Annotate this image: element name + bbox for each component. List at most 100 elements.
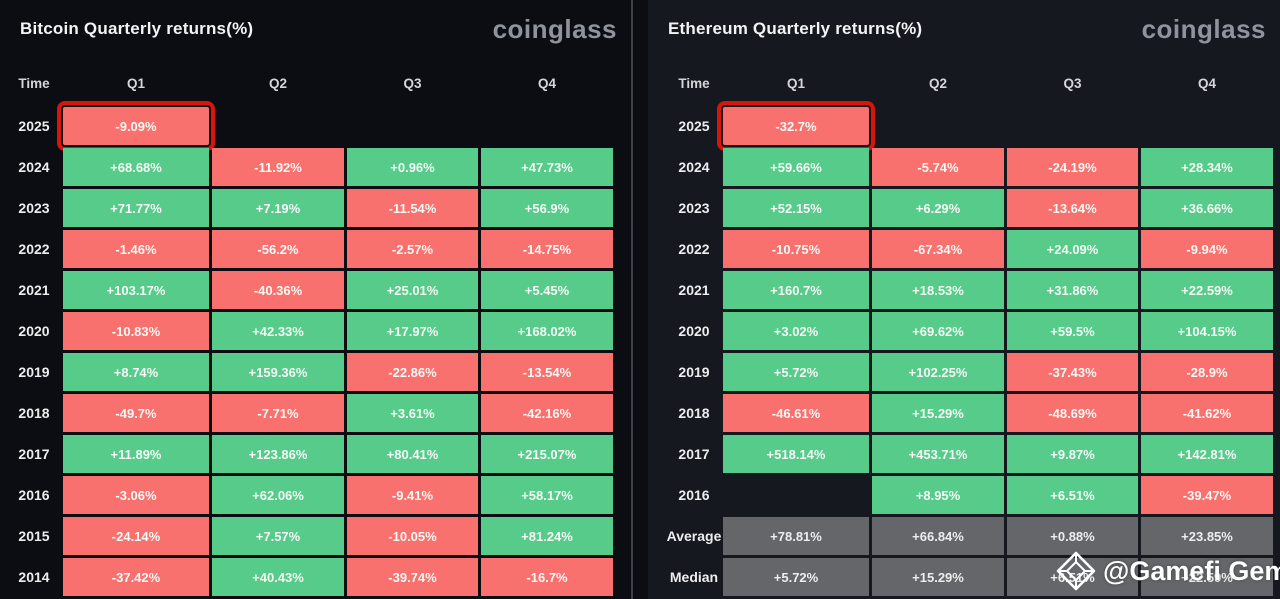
row-label-2019: 2019 xyxy=(18,364,50,380)
row-label-2025: 2025 xyxy=(18,118,50,134)
cell-2023-q4: +56.9% xyxy=(481,189,613,227)
cell-2020-q1: +3.02% xyxy=(723,312,869,350)
ethereum-returns-panel: Ethereum Quarterly returns(%) coinglass … xyxy=(648,0,1280,599)
cell-average-q1: +78.81% xyxy=(723,517,869,555)
watermark-text: @Gamefi Gems xyxy=(1103,555,1280,586)
cell-2016-q1 xyxy=(723,476,869,514)
cell-2018-q2: -7.71% xyxy=(212,394,344,432)
column-header-q4: Q4 xyxy=(537,76,556,91)
cell-2021-q3: +25.01% xyxy=(347,271,478,309)
bitcoin-returns-table: Time Q1 Q2 Q3 Q4 2025 -9.09% 2024 +68.68% -11.92%… xyxy=(8,66,613,599)
row-label-2023: 2023 xyxy=(18,200,50,216)
column-header-q1: Q1 xyxy=(786,76,805,91)
cell-2018-q4: -41.62% xyxy=(1141,394,1273,432)
cell-2021-q2: -40.36% xyxy=(212,271,344,309)
cell-2017-q1: +11.89% xyxy=(63,435,209,473)
cell-2024-q4: +47.73% xyxy=(481,148,613,186)
cell-2024-q4: +28.34% xyxy=(1141,148,1273,186)
row-label-2018: 2018 xyxy=(18,405,50,421)
cell-2024-q3: -24.19% xyxy=(1007,148,1138,186)
cell-2017-q2: +123.86% xyxy=(212,435,344,473)
cell-2017-q4: +142.81% xyxy=(1141,435,1273,473)
cell-2019-q1: +5.72% xyxy=(723,353,869,391)
cell-2018-q4: -42.16% xyxy=(481,394,613,432)
ethereum-returns-table: Time Q1 Q2 Q3 Q4 2025 -32.7% 2024 +59.66% -5.74% -… xyxy=(667,66,1273,596)
cell-2015-q4: +81.24% xyxy=(481,517,613,555)
cell-2017-q3: +80.41% xyxy=(347,435,478,473)
row-label-2017: 2017 xyxy=(18,446,50,462)
watermark: @Gamefi Gems xyxy=(1056,551,1280,591)
column-header-time: Time xyxy=(678,76,710,91)
coinglass-logo: coinglass xyxy=(1141,14,1266,44)
cell-2023-q3: -13.64% xyxy=(1007,189,1138,227)
row-label-2022: 2022 xyxy=(18,241,50,257)
cell-2025-q4 xyxy=(1141,107,1273,145)
cell-2024-q2: -11.92% xyxy=(212,148,344,186)
row-label-2021: 2021 xyxy=(18,282,50,298)
row-label-2022: 2022 xyxy=(678,241,710,257)
cell-2014-q1: -37.42% xyxy=(63,558,209,596)
cell-2022-q4: -9.94% xyxy=(1141,230,1273,268)
cell-average-q4: +23.85% xyxy=(1141,517,1273,555)
cell-2022-q4: -14.75% xyxy=(481,230,613,268)
cell-2023-q4: +36.66% xyxy=(1141,189,1273,227)
panel-divider xyxy=(631,0,633,599)
cell-2019-q4: -13.54% xyxy=(481,353,613,391)
cell-2019-q2: +159.36% xyxy=(212,353,344,391)
cell-2016-q3: +6.51% xyxy=(1007,476,1138,514)
cell-2018-q3: +3.61% xyxy=(347,394,478,432)
cell-average-q2: +66.84% xyxy=(872,517,1004,555)
cell-2025-q3 xyxy=(347,107,478,145)
cell-2016-q3: -9.41% xyxy=(347,476,478,514)
cell-2021-q2: +18.53% xyxy=(872,271,1004,309)
cell-2018-q1: -49.7% xyxy=(63,394,209,432)
row-label-median: Median xyxy=(669,569,719,585)
column-header-q4: Q4 xyxy=(1197,76,1216,91)
cell-2019-q3: -37.43% xyxy=(1007,353,1138,391)
cell-2017-q1: +518.14% xyxy=(723,435,869,473)
page-title: Ethereum Quarterly returns(%) xyxy=(668,19,923,38)
column-header-q2: Q2 xyxy=(928,76,947,91)
cell-2021-q4: +22.59% xyxy=(1141,271,1273,309)
cell-2024-q3: +0.96% xyxy=(347,148,478,186)
row-label-2024: 2024 xyxy=(678,159,710,175)
row-label-2014: 2014 xyxy=(18,569,50,585)
cell-2020-q4: +104.15% xyxy=(1141,312,1273,350)
cell-2021-q1: +103.17% xyxy=(63,271,209,309)
cell-2015-q1: -24.14% xyxy=(63,517,209,555)
cell-2022-q3: -2.57% xyxy=(347,230,478,268)
cell-2017-q2: +453.71% xyxy=(872,435,1004,473)
cell-2025-q2 xyxy=(872,107,1004,145)
cell-2025-q2 xyxy=(212,107,344,145)
cell-2023-q2: +7.19% xyxy=(212,189,344,227)
cell-2025-q1: -32.7% xyxy=(717,101,875,151)
cell-2014-q3: -39.74% xyxy=(347,558,478,596)
row-label-2015: 2015 xyxy=(18,528,50,544)
cell-2024-q2: -5.74% xyxy=(872,148,1004,186)
row-label-2016: 2016 xyxy=(678,487,710,503)
cell-2017-q4: +215.07% xyxy=(481,435,613,473)
row-label-2016: 2016 xyxy=(18,487,50,503)
column-header-q3: Q3 xyxy=(403,76,422,91)
cell-2024-q1: +59.66% xyxy=(723,148,869,186)
cell-2020-q2: +42.33% xyxy=(212,312,344,350)
cell-2020-q3: +59.5% xyxy=(1007,312,1138,350)
column-header-q2: Q2 xyxy=(268,76,287,91)
cell-2016-q4: -39.47% xyxy=(1141,476,1273,514)
cell-2025-q3 xyxy=(1007,107,1138,145)
column-header-q1: Q1 xyxy=(126,76,145,91)
cell-2022-q1: -10.75% xyxy=(723,230,869,268)
cell-2023-q2: +6.29% xyxy=(872,189,1004,227)
cell-2017-q3: +9.87% xyxy=(1007,435,1138,473)
row-label-2025: 2025 xyxy=(678,118,710,134)
cell-2024-q1: +68.68% xyxy=(63,148,209,186)
cell-2019-q1: +8.74% xyxy=(63,353,209,391)
cell-2022-q3: +24.09% xyxy=(1007,230,1138,268)
cell-2020-q1: -10.83% xyxy=(63,312,209,350)
cell-2020-q3: +17.97% xyxy=(347,312,478,350)
cell-2021-q1: +160.7% xyxy=(723,271,869,309)
row-label-2019: 2019 xyxy=(678,364,710,380)
cell-2023-q1: +52.15% xyxy=(723,189,869,227)
row-label-2020: 2020 xyxy=(678,323,710,339)
row-label-2020: 2020 xyxy=(18,323,50,339)
